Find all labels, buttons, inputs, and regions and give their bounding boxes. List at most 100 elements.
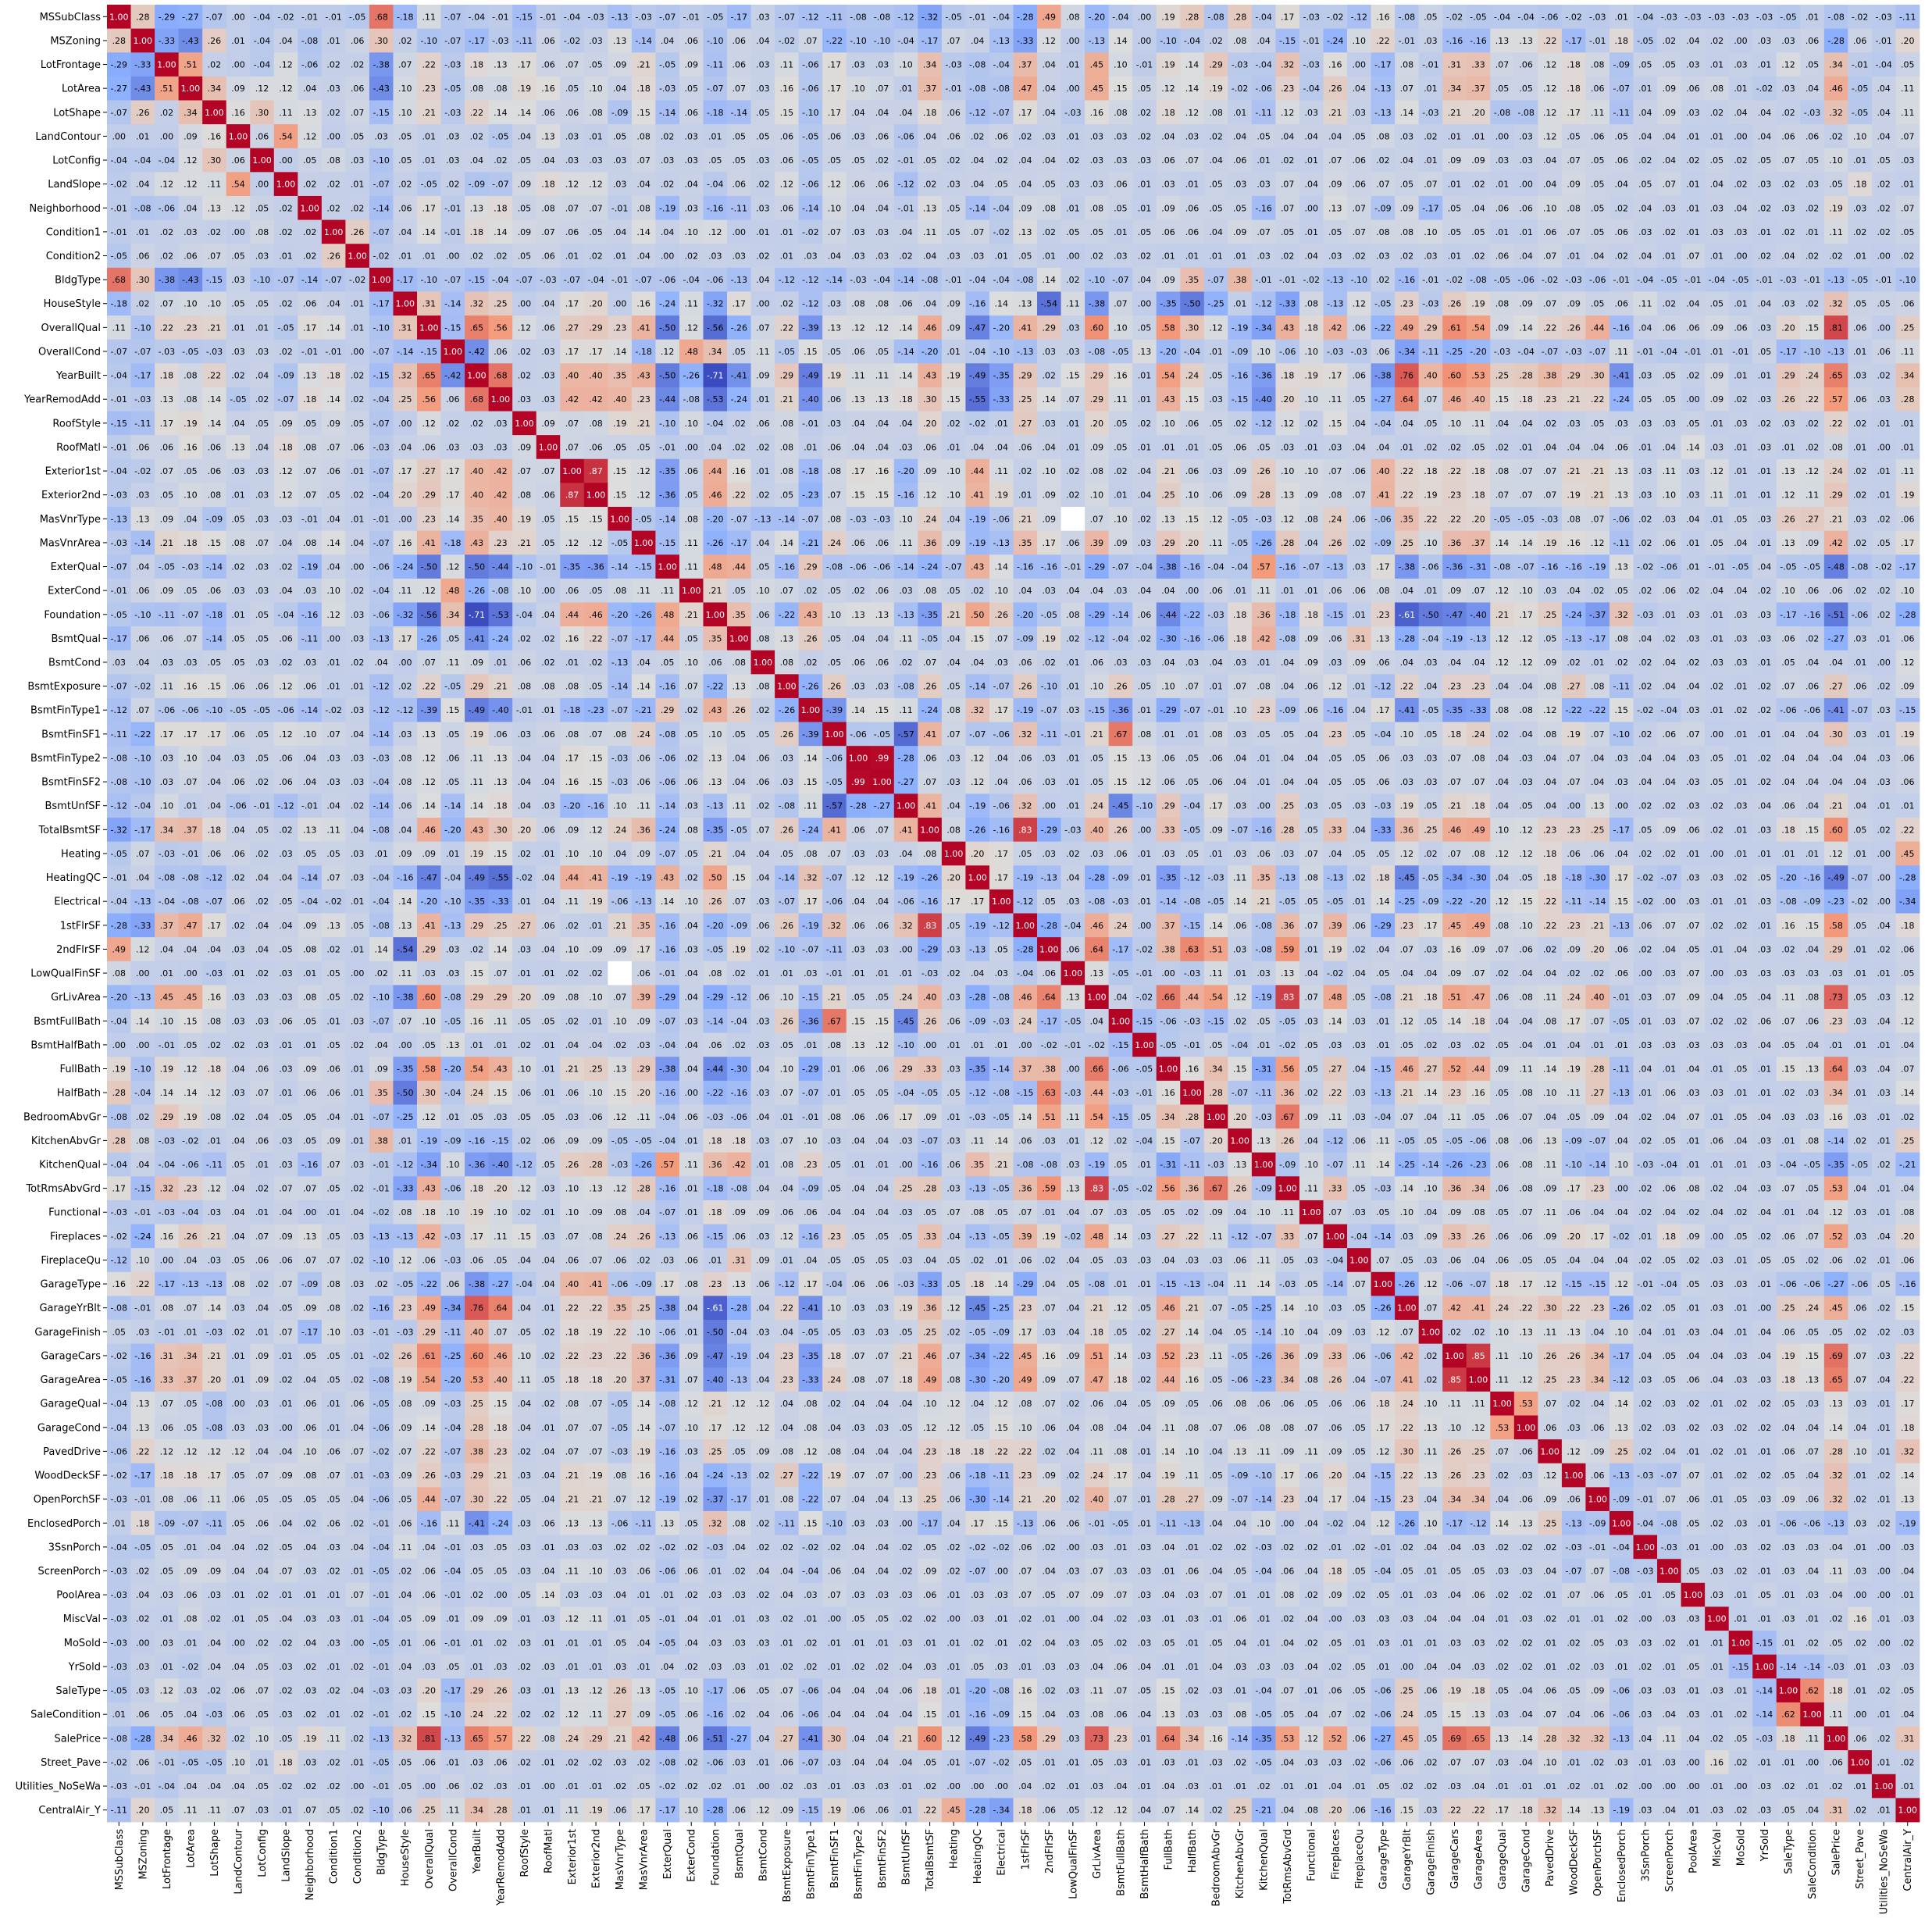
heatmap-cell [631, 28, 656, 53]
heatmap-cell [1395, 52, 1420, 77]
heatmap-cell [250, 5, 275, 30]
heatmap-cell [1585, 28, 1610, 53]
heatmap-cell [1203, 5, 1228, 30]
heatmap-cell [1085, 76, 1110, 101]
heatmap-cell [965, 5, 990, 30]
heatmap-cell [893, 5, 918, 30]
heatmap-cell [1561, 52, 1586, 77]
heatmap-cell [1347, 28, 1371, 53]
heatmap-cell [1776, 52, 1801, 77]
heatmap-cell [1633, 76, 1658, 101]
heatmap-cell [1251, 76, 1276, 101]
heatmap-cell [583, 76, 608, 101]
heatmap-cell [1681, 76, 1706, 101]
heatmap-cell [440, 28, 465, 53]
heatmap-cell [798, 76, 823, 101]
heatmap-cell [1585, 5, 1610, 30]
heatmap-cell [1681, 5, 1706, 30]
heatmap-cell [1823, 5, 1848, 30]
heatmap-cell [1895, 52, 1920, 77]
heatmap-cell [155, 76, 180, 101]
heatmap-cell [155, 28, 180, 53]
heatmap-cell [1371, 52, 1396, 77]
heatmap-cell [1108, 52, 1133, 77]
heatmap-cell [1871, 76, 1896, 101]
heatmap-cell [321, 5, 346, 30]
heatmap-cell [226, 28, 251, 53]
heatmap-cell [608, 52, 633, 77]
heatmap-cell [1728, 76, 1753, 101]
heatmap-cell [1657, 76, 1682, 101]
heatmap-cell [1848, 28, 1873, 53]
heatmap-cell [1037, 52, 1061, 77]
heatmap-cell [417, 76, 441, 101]
heatmap-cell [226, 76, 251, 101]
heatmap-cell [965, 28, 990, 53]
heatmap-cell [775, 5, 800, 30]
heatmap-cell [560, 76, 585, 101]
heatmap-cell [1347, 52, 1371, 77]
heatmap-cell [130, 100, 155, 125]
heatmap-cell [273, 5, 298, 30]
heatmap-cell [107, 28, 131, 53]
heatmap-cell [918, 28, 943, 53]
heatmap-cell [1275, 28, 1300, 53]
heatmap-cell [1132, 52, 1157, 77]
heatmap-cell [1371, 76, 1396, 101]
heatmap-cell [273, 76, 298, 101]
heatmap-cell [1776, 76, 1801, 101]
heatmap-cell [1442, 5, 1467, 30]
heatmap-cell [440, 52, 465, 77]
heatmap-cell [1728, 52, 1753, 77]
heatmap-cell [1418, 28, 1443, 53]
heatmap-cell [679, 52, 704, 77]
heatmap-cell [1418, 76, 1443, 101]
heatmap-cell [1108, 5, 1133, 30]
heatmap-cell [822, 5, 847, 30]
heatmap-cell [1060, 52, 1085, 77]
heatmap-cell [1513, 76, 1538, 101]
heatmap-cell [107, 52, 131, 77]
heatmap-cell [1895, 28, 1920, 53]
heatmap-cell [1633, 5, 1658, 30]
heatmap-cell [798, 52, 823, 77]
heatmap-cell [1561, 76, 1586, 101]
heatmap-cell [178, 28, 203, 53]
heatmap-cell [918, 76, 943, 101]
heatmap-cell [1228, 52, 1253, 77]
heatmap-cell [1085, 28, 1110, 53]
heatmap-cell [155, 52, 180, 77]
heatmap-cell [1490, 76, 1515, 101]
heatmap-cell [1823, 76, 1848, 101]
heatmap-cell [1800, 52, 1825, 77]
heatmap-cell [465, 28, 490, 53]
heatmap-cell [512, 76, 537, 101]
heatmap-cell [1633, 28, 1658, 53]
heatmap-cell [393, 76, 418, 101]
heatmap-cell [202, 28, 227, 53]
heatmap-cell [1585, 76, 1610, 101]
heatmap-cell [1609, 52, 1634, 77]
heatmap-cell [750, 5, 775, 30]
heatmap-cell [1203, 76, 1228, 101]
heatmap-cell [1442, 52, 1467, 77]
heatmap-cell [1275, 76, 1300, 101]
heatmap-cell [608, 76, 633, 101]
heatmap-cell [1299, 52, 1324, 77]
heatmap-cell [1013, 28, 1038, 53]
heatmap-cell [1538, 52, 1563, 77]
heatmap-cell [846, 28, 871, 53]
heatmap-cell [989, 5, 1014, 30]
heatmap-cell [846, 52, 871, 77]
heatmap-cell [631, 76, 656, 101]
heatmap-cell [178, 5, 203, 30]
heatmap-cell [1609, 76, 1634, 101]
heatmap-cell [1871, 5, 1896, 30]
heatmap-cell [1060, 5, 1085, 30]
heatmap-cell [1060, 506, 1085, 532]
heatmap-cell [1895, 76, 1920, 101]
heatmap-cell [155, 5, 180, 30]
heatmap-cell [345, 76, 370, 101]
heatmap-cell [1085, 5, 1110, 30]
